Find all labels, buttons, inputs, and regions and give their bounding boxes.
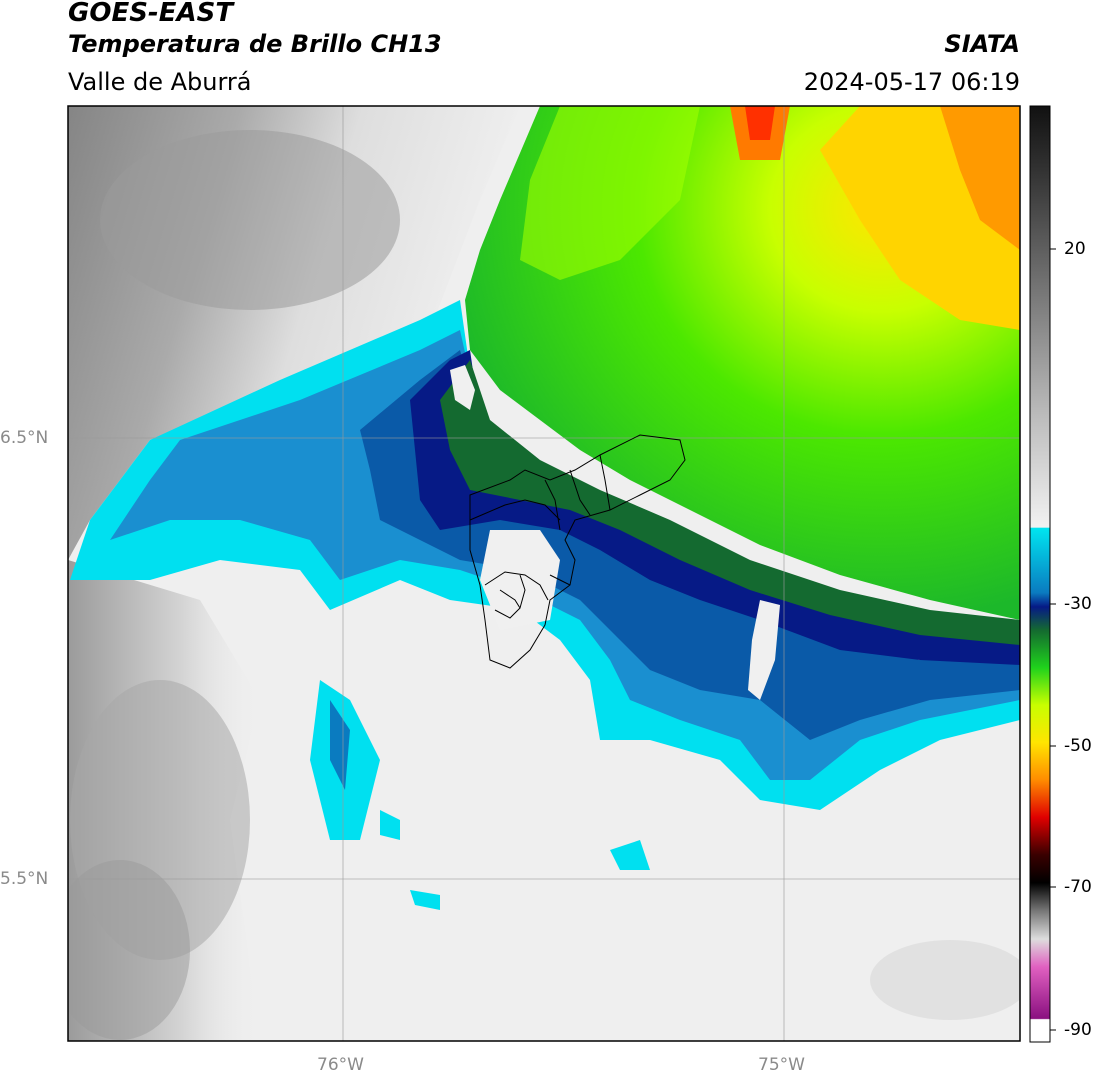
lat-label-5-5n: 5.5°N: [0, 869, 49, 889]
map-frame: [67, 105, 1021, 1042]
colorbar-tick-minus-30: -30: [1064, 594, 1092, 614]
colorbar-tick-minus-50: -50: [1064, 736, 1092, 756]
lon-label-75w: 75°W: [758, 1055, 805, 1075]
colorbar-tick-minus-70: -70: [1064, 877, 1092, 897]
map-subtitle: Temperatura de Brillo CH13: [68, 30, 442, 58]
lon-label-76w: 76°W: [317, 1055, 364, 1075]
brightness-temperature-field: [68, 106, 1020, 1041]
organization-label: SIATA: [944, 30, 1020, 58]
lat-label-6-5n: 6.5°N: [0, 428, 49, 448]
municipal-boundaries: [469, 434, 686, 669]
colorbar-tick-minus-90: -90: [1064, 1020, 1092, 1040]
region-label: Valle de Aburrá: [68, 68, 252, 96]
colorbar: [1029, 105, 1056, 1043]
colorbar-tick-20: 20: [1064, 239, 1086, 259]
map-title: GOES-EAST: [68, 0, 234, 28]
map-gridlines: [68, 106, 1020, 1041]
timestamp-label: 2024-05-17 06:19: [803, 68, 1020, 96]
